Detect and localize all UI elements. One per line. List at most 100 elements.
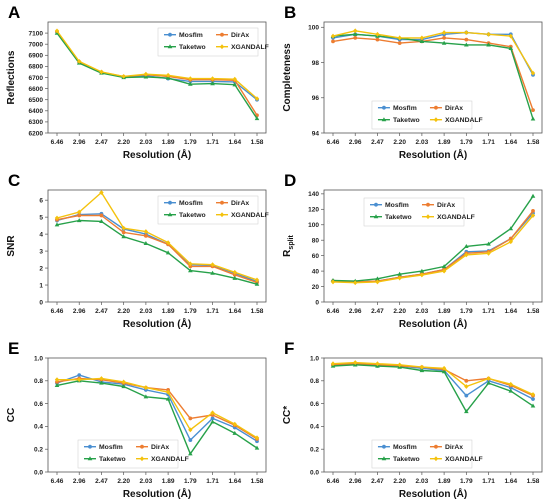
legend-label: XGANDALF	[445, 456, 483, 463]
data-point-xgandalf	[530, 70, 536, 76]
data-point-xgandalf	[188, 427, 193, 433]
panel-letter: D	[284, 171, 296, 190]
y-tick-label: 98	[312, 60, 320, 67]
legend-label: Mosflm	[179, 200, 203, 207]
series-line-xgandalf	[57, 377, 258, 439]
data-point-xgandalf	[530, 213, 536, 218]
x-tick-label: 1.64	[228, 308, 241, 315]
series-line-taketwo	[332, 364, 534, 413]
series-line-dirax	[332, 210, 534, 283]
data-point-taketwo	[165, 250, 171, 255]
data-point-xgandalf	[464, 252, 469, 258]
data-point-taketwo	[464, 409, 469, 414]
data-point-xgandalf	[353, 360, 358, 365]
data-point-taketwo	[121, 234, 126, 239]
y-tick-label: 6600	[29, 86, 44, 93]
y-axis-label: Rsplit	[282, 235, 295, 257]
data-point-xgandalf	[419, 35, 425, 41]
legend-label: Mosflm	[179, 32, 203, 39]
data-point-taketwo	[232, 430, 238, 435]
data-point-taketwo	[419, 368, 425, 373]
data-point-taketwo	[508, 226, 514, 231]
legend-label: DirAx	[231, 32, 249, 39]
legend-marker	[433, 117, 439, 123]
legend-label: Mosflm	[393, 444, 417, 451]
chart-panel-a: A 6200 6300 6400 6500 6600 6700 6800 6900 7000 710…	[6, 3, 269, 161]
data-point-xgandalf	[464, 30, 469, 35]
legend-label: DirAx	[437, 202, 455, 209]
x-tick-label: 2.20	[393, 139, 406, 146]
data-point-dirax	[121, 230, 126, 235]
x-tick-label: 1.71	[206, 139, 219, 146]
x-tick-label: 2.03	[140, 308, 153, 315]
x-tick-label: 2.47	[371, 478, 384, 485]
panel-letter: B	[284, 3, 296, 22]
x-tick-label: 1.58	[251, 308, 264, 315]
x-tick-label: 1.64	[504, 308, 517, 315]
data-point-taketwo	[165, 396, 171, 401]
legend-label: XGANDALF	[445, 117, 483, 124]
data-point-xgandalf	[99, 69, 104, 75]
x-tick-label: 2.20	[117, 478, 130, 485]
data-point-xgandalf	[441, 30, 447, 35]
legend-marker	[382, 105, 386, 110]
x-axis-label: Resolution (Å)	[399, 317, 467, 330]
data-point-dirax	[508, 236, 513, 241]
legend-label: Taketwo	[179, 44, 206, 51]
data-point-xgandalf	[77, 59, 82, 64]
data-point-xgandalf	[375, 31, 380, 37]
data-point-xgandalf	[530, 392, 536, 397]
legend-marker	[87, 456, 93, 461]
legend-label: Taketwo	[99, 456, 126, 463]
series-line-xgandalf	[332, 361, 534, 396]
x-tick-label: 2.47	[95, 139, 108, 146]
chart-panel-d: D 0 20 40 60 80 100 120 140 6.46 2.96 2.47 2.20 2.03 1…	[282, 171, 543, 330]
data-point-xgandalf	[330, 279, 336, 285]
series-line-taketwo	[56, 219, 258, 285]
x-axis-label: Resolution (Å)	[123, 317, 191, 330]
x-axis-label: Resolution (Å)	[399, 487, 467, 500]
data-point-xgandalf	[375, 361, 380, 367]
y-tick-label: 1.0	[34, 355, 43, 362]
legend-marker	[139, 456, 145, 462]
data-point-xgandalf	[165, 240, 171, 246]
y-tick-label: 0	[39, 299, 43, 306]
x-tick-label: 1.79	[184, 478, 197, 485]
x-tick-label: 1.64	[504, 139, 517, 146]
data-point-xgandalf	[121, 379, 126, 385]
x-tick-label: 1.89	[162, 308, 175, 315]
panel-letter: E	[8, 339, 19, 358]
data-point-xgandalf	[441, 268, 447, 274]
legend-marker	[167, 44, 173, 49]
data-point-xgandalf	[210, 76, 215, 82]
y-tick-label: 7100	[29, 30, 44, 37]
x-tick-label: 1.71	[482, 139, 495, 146]
data-point-xgandalf	[353, 28, 358, 34]
x-tick-label: 2.03	[416, 478, 429, 485]
y-tick-label: 0.8	[310, 378, 319, 385]
data-point-taketwo	[486, 42, 491, 47]
legend-label: DirAx	[231, 200, 249, 207]
legend: Mosflm DirAx Taketwo XGANDALF	[371, 100, 483, 130]
y-tick-label: 0.2	[34, 447, 43, 454]
legend-label: XGANDALF	[231, 44, 269, 51]
x-tick-label: 1.71	[206, 308, 219, 315]
y-tick-label: 0.4	[34, 424, 43, 431]
series-line-dirax	[332, 37, 534, 111]
data-point-xgandalf	[54, 28, 60, 34]
x-tick-label: 2.03	[416, 308, 429, 315]
legend-marker	[382, 444, 386, 449]
data-point-taketwo	[188, 81, 193, 86]
y-tick-label: 60	[312, 253, 320, 260]
y-tick-label: 0.4	[310, 424, 319, 431]
data-point-xgandalf	[441, 365, 447, 371]
y-axis-label-subscript: split	[288, 235, 295, 250]
data-point-dirax	[464, 378, 469, 383]
data-point-xgandalf	[397, 362, 402, 368]
x-axis-label: Resolution (Å)	[399, 148, 467, 161]
data-point-taketwo	[508, 46, 514, 51]
x-axis-label: Resolution (Å)	[123, 148, 191, 161]
y-axis-label: SNR	[6, 235, 17, 257]
data-point-mosflm	[188, 438, 193, 442]
data-point-dirax	[331, 39, 335, 44]
